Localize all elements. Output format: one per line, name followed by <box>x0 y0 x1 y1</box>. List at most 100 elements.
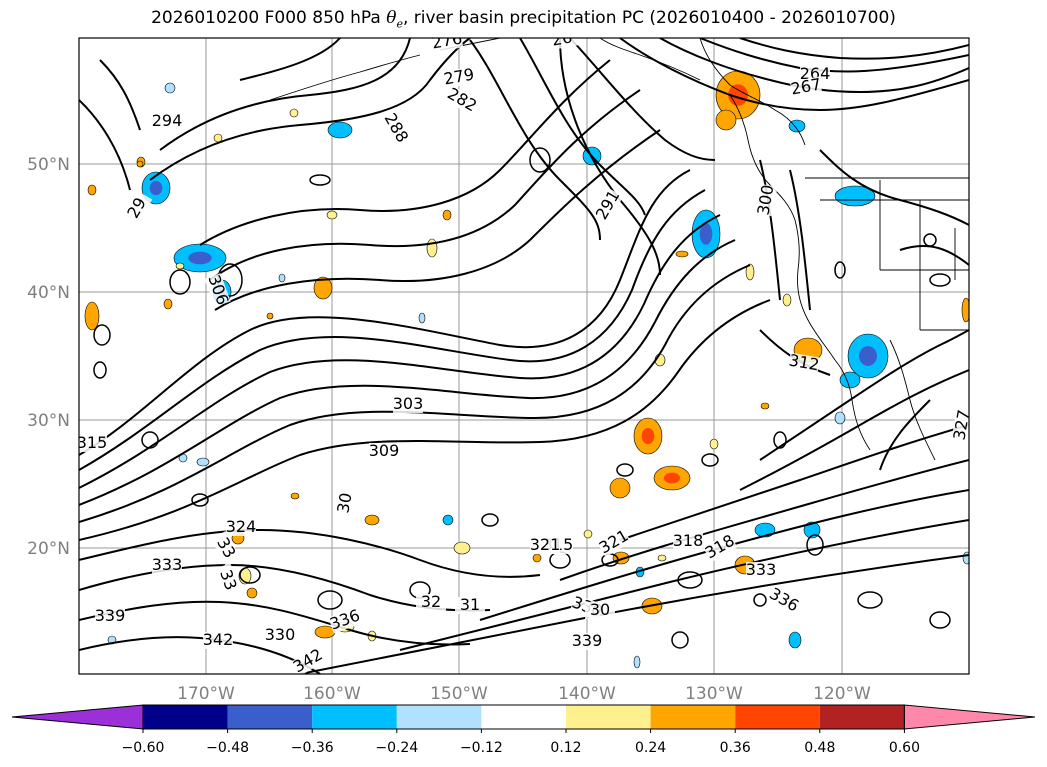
colorbar-extend-low <box>11 704 144 730</box>
precip-blob <box>442 514 454 526</box>
colorbar-tick-label: 0.24 <box>635 740 666 756</box>
theta-e-contour <box>79 299 771 541</box>
contour-label-bg <box>214 563 241 598</box>
theta-e-contour <box>759 159 781 301</box>
precip-blob <box>426 238 438 258</box>
colorbar-bin <box>312 705 397 729</box>
coastline-segment <box>794 219 836 361</box>
precip-blob <box>715 109 737 131</box>
theta-e-contour <box>79 264 751 523</box>
colorbar-bin <box>481 705 566 729</box>
theta-e-contour-loop <box>616 463 634 477</box>
precip-blob <box>834 185 876 207</box>
contour-label: 330 <box>265 625 296 644</box>
theta-e-contour <box>899 245 969 266</box>
colorbar-bin <box>735 705 820 729</box>
coastline-segment <box>699 38 806 146</box>
contour-label: 333 <box>152 555 183 574</box>
precip-blob <box>246 587 258 599</box>
theta-e-contour-loop <box>529 147 551 173</box>
theta-e-contour <box>789 169 811 311</box>
theta-e-contour <box>619 38 969 112</box>
contour-label: 333 <box>746 560 777 579</box>
theta-e-contour <box>559 38 661 276</box>
lat-label: 50°N <box>27 155 70 175</box>
theta-e-contour-loop <box>671 631 689 649</box>
contour-label-bg <box>766 585 801 616</box>
theta-e-contour <box>209 89 641 281</box>
precip-blob <box>453 541 471 555</box>
precip-blob <box>633 655 641 669</box>
lon-label: 120°W <box>813 684 871 704</box>
contour-label-bg <box>79 435 107 452</box>
theta-e-contour-loop <box>93 361 107 379</box>
precip-blob <box>326 210 338 220</box>
theta-e-contour <box>79 239 736 506</box>
precip-blob <box>278 273 286 283</box>
lat-label: 20°N <box>27 539 70 559</box>
precip-blob <box>84 301 100 331</box>
contour-label: 303 <box>393 394 424 413</box>
precip-blob <box>962 551 969 565</box>
longitude-labels: 170°W 160°W 150°W 140°W 130°W 120°W <box>177 684 871 704</box>
theta-e-contour-loop <box>753 593 767 607</box>
colorbar-bin <box>227 705 313 729</box>
contour-label-bg <box>444 85 479 116</box>
contour-label: 32 <box>421 592 441 611</box>
figure-title: 2026010200 F000 850 hPa θe, river basin … <box>151 8 896 31</box>
precip-blob <box>313 276 333 300</box>
coastline-segment <box>834 359 871 451</box>
contour-label: 339 <box>572 631 603 650</box>
precip-blob-core <box>188 251 212 265</box>
theta-e-contour <box>399 519 969 651</box>
contour-label-bg <box>291 646 326 674</box>
contour-label-bg <box>210 531 241 566</box>
precip-blob <box>418 312 426 324</box>
coastline-segment <box>269 54 421 101</box>
colorbar-bin <box>396 705 482 729</box>
precip-blob <box>289 108 299 118</box>
colorbar-bin <box>143 705 228 729</box>
contour-label-bg <box>203 632 233 649</box>
theta-e-contour-loop <box>834 261 846 279</box>
contour-label-bg <box>369 443 399 460</box>
contour-label-bg <box>673 533 703 550</box>
theta-e-contour-loop <box>169 269 191 295</box>
precip-blob <box>961 297 969 323</box>
lon-label: 160°W <box>303 684 361 704</box>
theta-e-contour-loop <box>677 571 703 589</box>
contour-label-bg <box>746 562 776 579</box>
theta-e-contour <box>739 38 969 60</box>
theta-e-contour <box>79 214 721 489</box>
theta-e-contour <box>79 189 706 471</box>
theta-e-contour-loop <box>773 431 787 449</box>
theta-e-contour-loop <box>93 324 111 346</box>
precip-shading <box>84 70 969 669</box>
precip-blob <box>788 631 802 649</box>
lon-label: 130°W <box>685 684 743 704</box>
theta-e-contour <box>569 38 716 161</box>
theta-e-contour-loop <box>191 493 209 507</box>
contour-label: 30 <box>333 491 355 514</box>
theta-e-contour-loop <box>141 431 159 449</box>
theta-e-contours <box>79 38 969 674</box>
precip-blob <box>290 492 300 500</box>
precip-blob <box>87 184 97 196</box>
precip-blob <box>709 438 719 450</box>
contour-label-bg <box>334 486 357 520</box>
theta-e-contour <box>619 424 969 541</box>
precip-blob-core <box>641 427 655 445</box>
theta-e-contour <box>559 459 969 581</box>
contour-label-bg <box>328 607 363 634</box>
contour-label-bg <box>416 594 446 611</box>
contour-label: 31 <box>460 595 480 614</box>
contour-label-bg <box>585 602 615 619</box>
lat-label: 40°N <box>27 283 70 303</box>
theta-e-contour <box>79 528 541 578</box>
colorbar-tick-label: 0.12 <box>550 740 581 756</box>
colorbar-tick-label: −0.36 <box>291 740 334 756</box>
precip-blob <box>327 121 353 139</box>
coastline-segment <box>599 38 701 81</box>
contour-label-bg <box>789 76 823 99</box>
precip-blob-core <box>663 472 681 484</box>
